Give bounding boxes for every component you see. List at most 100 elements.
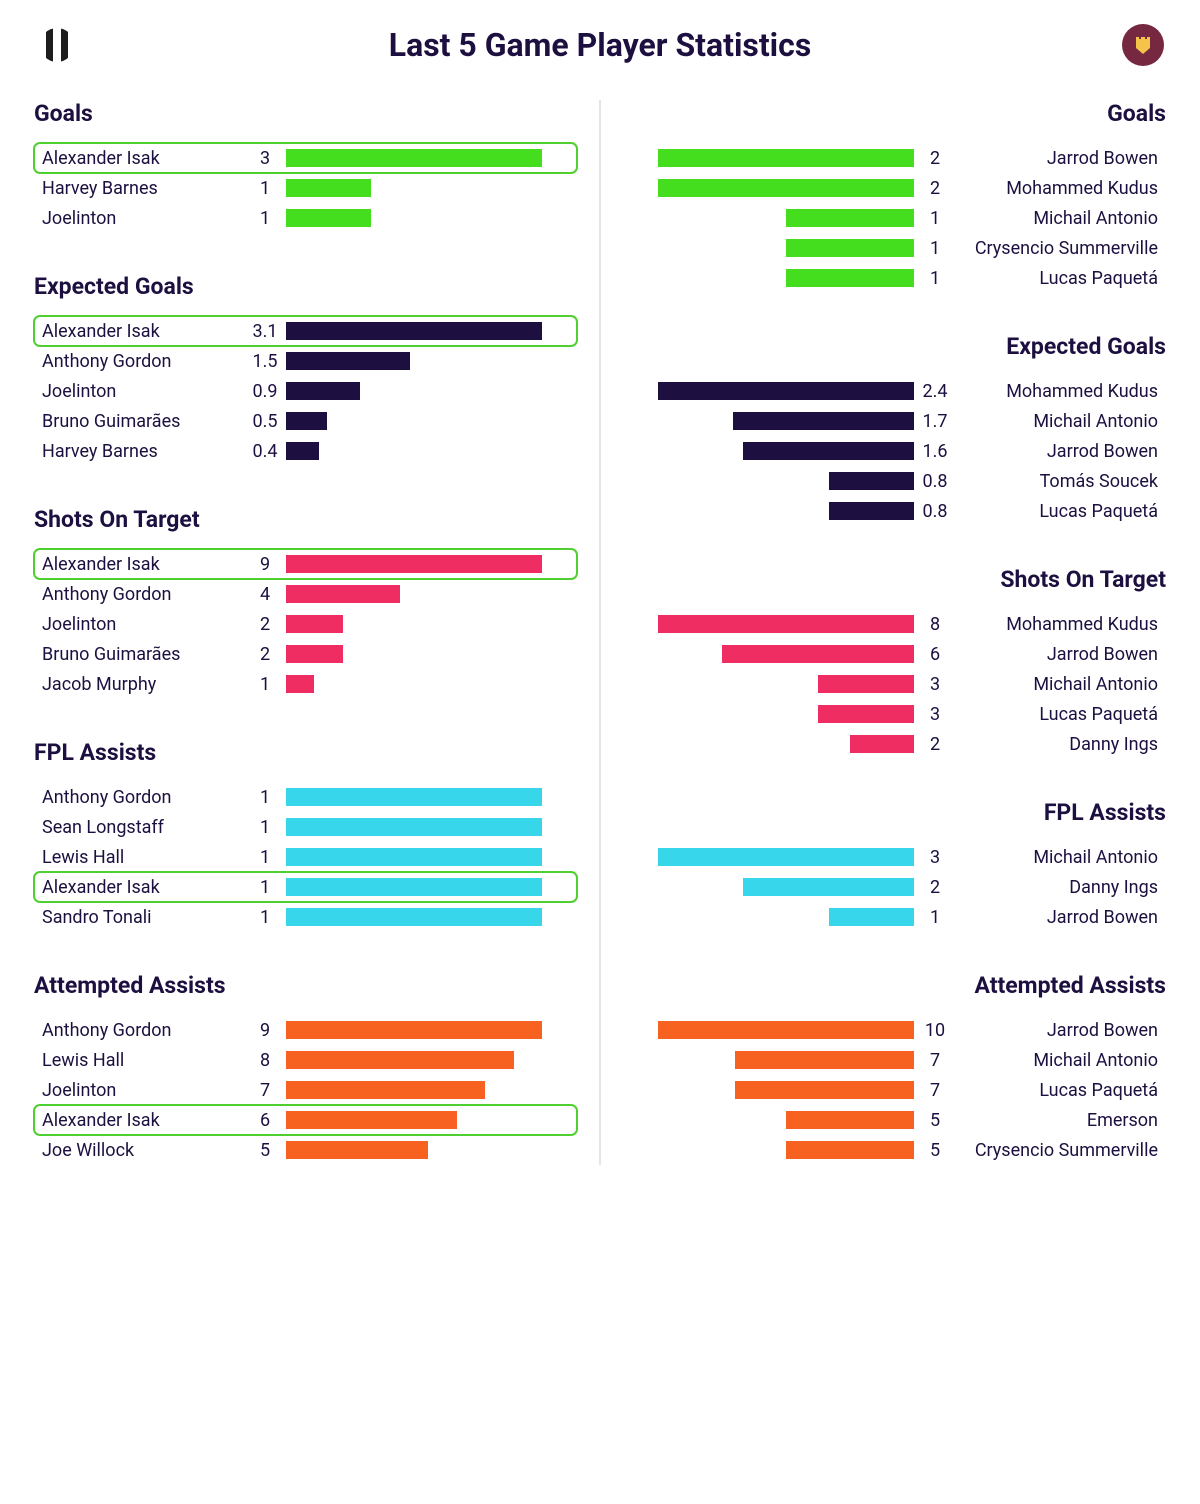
player-value: 0.5 xyxy=(244,411,286,432)
bar-container xyxy=(623,412,914,430)
player-name: Mohammed Kudus xyxy=(956,381,1166,402)
section-title: Goals xyxy=(34,100,577,127)
page-title: Last 5 Game Player Statistics xyxy=(78,26,1122,64)
bar xyxy=(286,179,371,197)
section-shots-on-target: Shots On TargetAlexander Isak9Anthony Go… xyxy=(34,506,577,699)
player-row: 2Jarrod Bowen xyxy=(623,143,1166,173)
bar-container xyxy=(286,645,577,663)
section-title: Goals xyxy=(623,100,1166,127)
bar xyxy=(743,442,914,460)
player-name: Joelinton xyxy=(34,381,244,402)
player-row: Bruno Guimarães0.5 xyxy=(34,406,577,436)
player-name: Crysencio Summerville xyxy=(956,1140,1166,1161)
bar xyxy=(658,149,914,167)
bar-container xyxy=(623,1081,914,1099)
player-name: Alexander Isak xyxy=(34,148,244,169)
player-name: Alexander Isak xyxy=(34,877,244,898)
bar xyxy=(658,848,914,866)
player-name: Jarrod Bowen xyxy=(956,907,1166,928)
bar xyxy=(286,1021,542,1039)
player-value: 8 xyxy=(914,614,956,635)
player-row: 2Mohammed Kudus xyxy=(623,173,1166,203)
player-name: Bruno Guimarães xyxy=(34,411,244,432)
player-row: 5Crysencio Summerville xyxy=(623,1135,1166,1165)
player-name: Michail Antonio xyxy=(956,674,1166,695)
player-name: Anthony Gordon xyxy=(34,787,244,808)
player-name: Jarrod Bowen xyxy=(956,644,1166,665)
bar-container xyxy=(286,878,577,896)
player-value: 0.9 xyxy=(244,381,286,402)
bar-container xyxy=(286,1141,577,1159)
team-left-badge xyxy=(36,24,78,66)
player-value: 7 xyxy=(914,1080,956,1101)
bar-container xyxy=(286,322,577,340)
bar-container xyxy=(623,645,914,663)
bar-container xyxy=(623,502,914,520)
player-value: 5 xyxy=(914,1140,956,1161)
bar xyxy=(286,352,410,370)
bar xyxy=(658,615,914,633)
player-value: 2 xyxy=(914,178,956,199)
player-row: 2Danny Ings xyxy=(623,729,1166,759)
player-value: 2 xyxy=(244,614,286,635)
player-row: Joe Willock5 xyxy=(34,1135,577,1165)
section-shots-on-target: Shots On Target8Mohammed Kudus6Jarrod Bo… xyxy=(623,566,1166,759)
player-row: Alexander Isak3.1 xyxy=(34,316,577,346)
player-name: Sandro Tonali xyxy=(34,907,244,928)
player-name: Michail Antonio xyxy=(956,847,1166,868)
player-value: 1 xyxy=(244,674,286,695)
player-name: Lewis Hall xyxy=(34,1050,244,1071)
player-name: Danny Ings xyxy=(956,877,1166,898)
section-title: Shots On Target xyxy=(623,566,1166,593)
player-name: Tomás Soucek xyxy=(956,471,1166,492)
bar xyxy=(286,908,542,926)
bar-container xyxy=(286,1051,577,1069)
bar xyxy=(829,502,914,520)
player-row: 5Emerson xyxy=(623,1105,1166,1135)
player-name: Jarrod Bowen xyxy=(956,148,1166,169)
bar-container xyxy=(623,209,914,227)
player-value: 9 xyxy=(244,554,286,575)
bar-container xyxy=(286,615,577,633)
player-value: 3.1 xyxy=(244,321,286,342)
bar xyxy=(286,878,542,896)
player-value: 4 xyxy=(244,584,286,605)
player-value: 1 xyxy=(244,178,286,199)
player-row: 0.8Tomás Soucek xyxy=(623,466,1166,496)
player-row: Alexander Isak9 xyxy=(34,549,577,579)
player-row: 6Jarrod Bowen xyxy=(623,639,1166,669)
player-name: Lucas Paquetá xyxy=(956,704,1166,725)
bar xyxy=(735,1051,914,1069)
player-name: Anthony Gordon xyxy=(34,1020,244,1041)
section-attempted-assists: Attempted AssistsAnthony Gordon9Lewis Ha… xyxy=(34,972,577,1165)
player-name: Mohammed Kudus xyxy=(956,178,1166,199)
player-value: 6 xyxy=(244,1110,286,1131)
bar xyxy=(286,412,327,430)
left-team-column: GoalsAlexander Isak3Harvey Barnes1Joelin… xyxy=(30,100,601,1165)
bar xyxy=(286,382,360,400)
bar xyxy=(286,1141,428,1159)
bar-container xyxy=(623,705,914,723)
bar-container xyxy=(623,1051,914,1069)
bar-container xyxy=(623,179,914,197)
bar xyxy=(286,149,542,167)
player-value: 1 xyxy=(244,817,286,838)
player-value: 2 xyxy=(914,148,956,169)
player-row: Lewis Hall1 xyxy=(34,842,577,872)
player-name: Jarrod Bowen xyxy=(956,441,1166,462)
bar xyxy=(786,269,914,287)
bar-container xyxy=(286,412,577,430)
player-value: 8 xyxy=(244,1050,286,1071)
bar xyxy=(743,878,914,896)
bar-container xyxy=(623,1141,914,1159)
section-fpl-assists: FPL Assists3Michail Antonio2Danny Ings1J… xyxy=(623,799,1166,932)
bar xyxy=(786,1141,914,1159)
bar-container xyxy=(623,442,914,460)
player-value: 6 xyxy=(914,644,956,665)
bar xyxy=(286,675,314,693)
section-title: Expected Goals xyxy=(623,333,1166,360)
bar-container xyxy=(623,1111,914,1129)
player-value: 5 xyxy=(244,1140,286,1161)
bar-container xyxy=(286,382,577,400)
player-name: Emerson xyxy=(956,1110,1166,1131)
